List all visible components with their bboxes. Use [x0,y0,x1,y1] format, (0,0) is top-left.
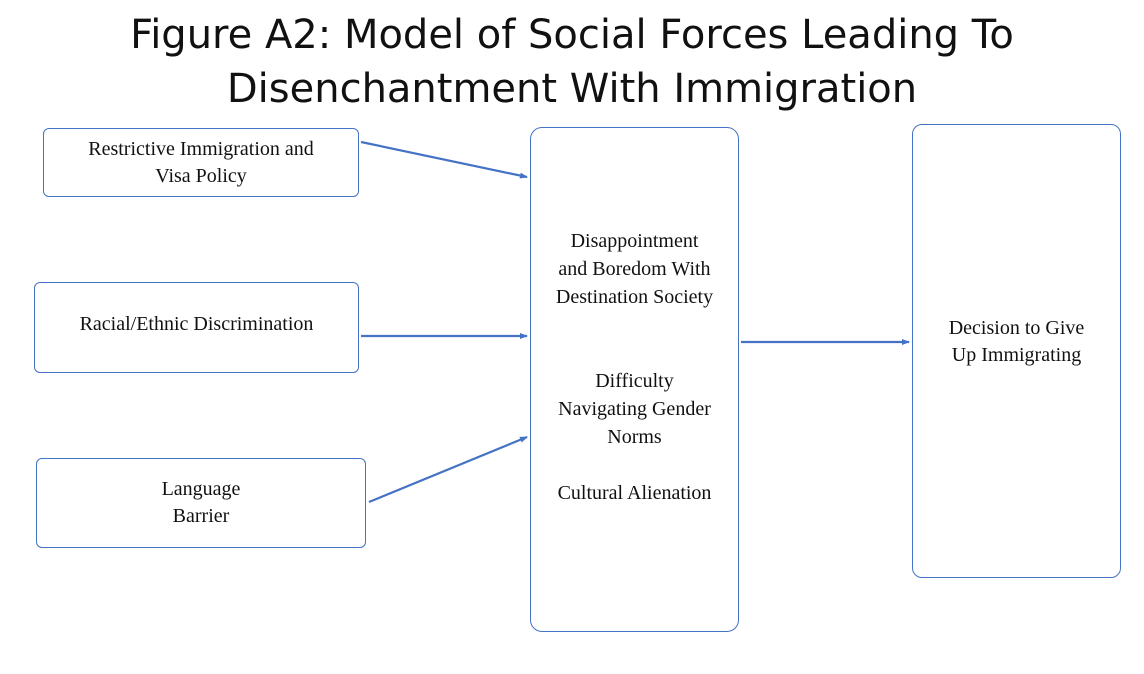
mediator-group-cultural-alienation: Cultural Alienation [531,479,738,507]
mediator-box: Disappointment and Boredom With Destinat… [530,127,739,632]
figure-title-line-2: Disenchantment With Immigration [226,66,918,112]
mediator-text: Cultural Alienation [557,482,712,504]
input-box-visa-policy: Restrictive Immigration and Visa Policy [43,128,359,197]
input-box-language-barrier: Language Barrier [36,458,366,548]
input-label-discrimination: Racial/Ethnic Discrimination [79,313,314,335]
mediator-text: Navigating Gender [558,398,711,420]
mediator-text: Norms [607,426,662,448]
input-label-language-line-2: Barrier [172,505,230,527]
input-label-visa-policy-line-1: Restrictive Immigration and [88,137,314,160]
mediator-group-gender-norms: Difficulty Navigating Gender Norms [531,367,738,451]
input-label-visa-policy-line-2: Visa Policy [155,164,247,187]
input-label-language-line-1: Language [161,478,241,500]
arrow-visa-to-mediator [360,140,528,179]
mediator-group-disappointment: Disappointment and Boredom With Destinat… [531,227,738,311]
figure-title-line-1: Figure A2: Model of Social Forces Leadin… [130,12,1014,58]
input-box-discrimination: Racial/Ethnic Discrimination [34,282,359,373]
mediator-text: and Boredom With [558,258,711,280]
arrow-language-to-mediator [368,435,528,504]
mediator-text: Disappointment [570,230,699,252]
mediator-text: Destination Society [555,286,714,308]
mediator-text: Difficulty [595,370,674,392]
outcome-label-line-1: Decision to Give [948,317,1085,339]
figure-title: Figure A2: Model of Social Forces Leadin… [0,8,1144,116]
outcome-label-line-2: Up Immigrating [951,344,1082,366]
outcome-box: Decision to Give Up Immigrating [912,124,1121,578]
